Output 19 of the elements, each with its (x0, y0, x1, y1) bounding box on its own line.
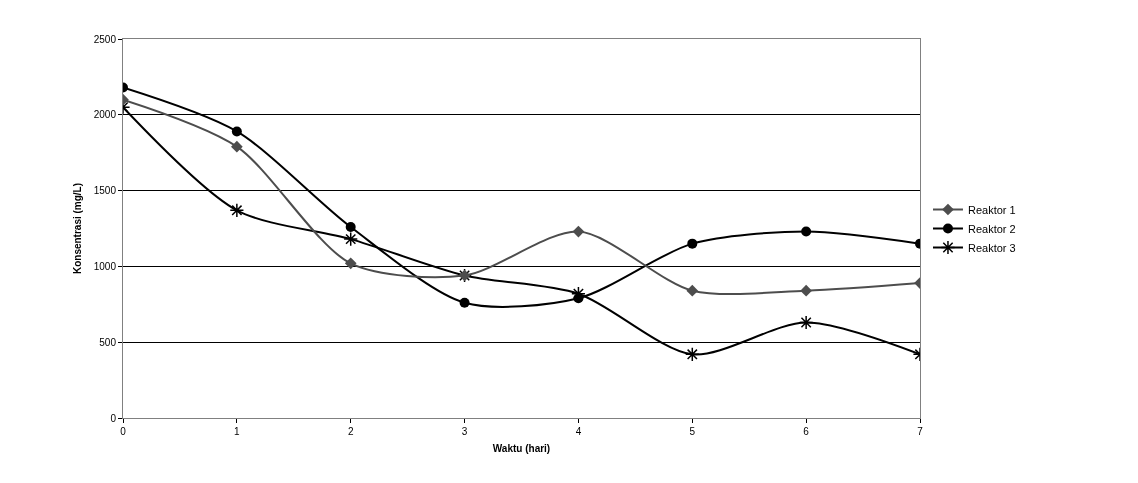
x-tick-label: 7 (917, 426, 924, 437)
legend-label: Reaktor 3 (967, 241, 1016, 254)
x-tick-label: 2 (347, 426, 354, 437)
y-tick-label: 2500 (93, 33, 117, 45)
legend-label: Reaktor 1 (967, 203, 1016, 216)
y-tick-label: 1500 (93, 185, 117, 197)
y-axis-title: Konsentrasi (mg/L) (71, 182, 83, 275)
x-tick-label: 4 (575, 426, 582, 437)
x-tick-label: 1 (234, 426, 241, 437)
x-tick-label: 6 (803, 426, 810, 437)
y-tick-label: 2000 (93, 109, 117, 121)
x-tick-label: 0 (120, 426, 127, 437)
y-tick-label: 0 (110, 412, 117, 424)
x-tick-label: 3 (461, 426, 468, 437)
legend-label: Reaktor 2 (967, 222, 1016, 235)
x-tick-label: 5 (689, 426, 696, 437)
y-tick-label: 1000 (93, 260, 117, 272)
y-tick-label: 500 (99, 336, 117, 348)
x-axis-title: Waktu (hari) (492, 442, 551, 454)
